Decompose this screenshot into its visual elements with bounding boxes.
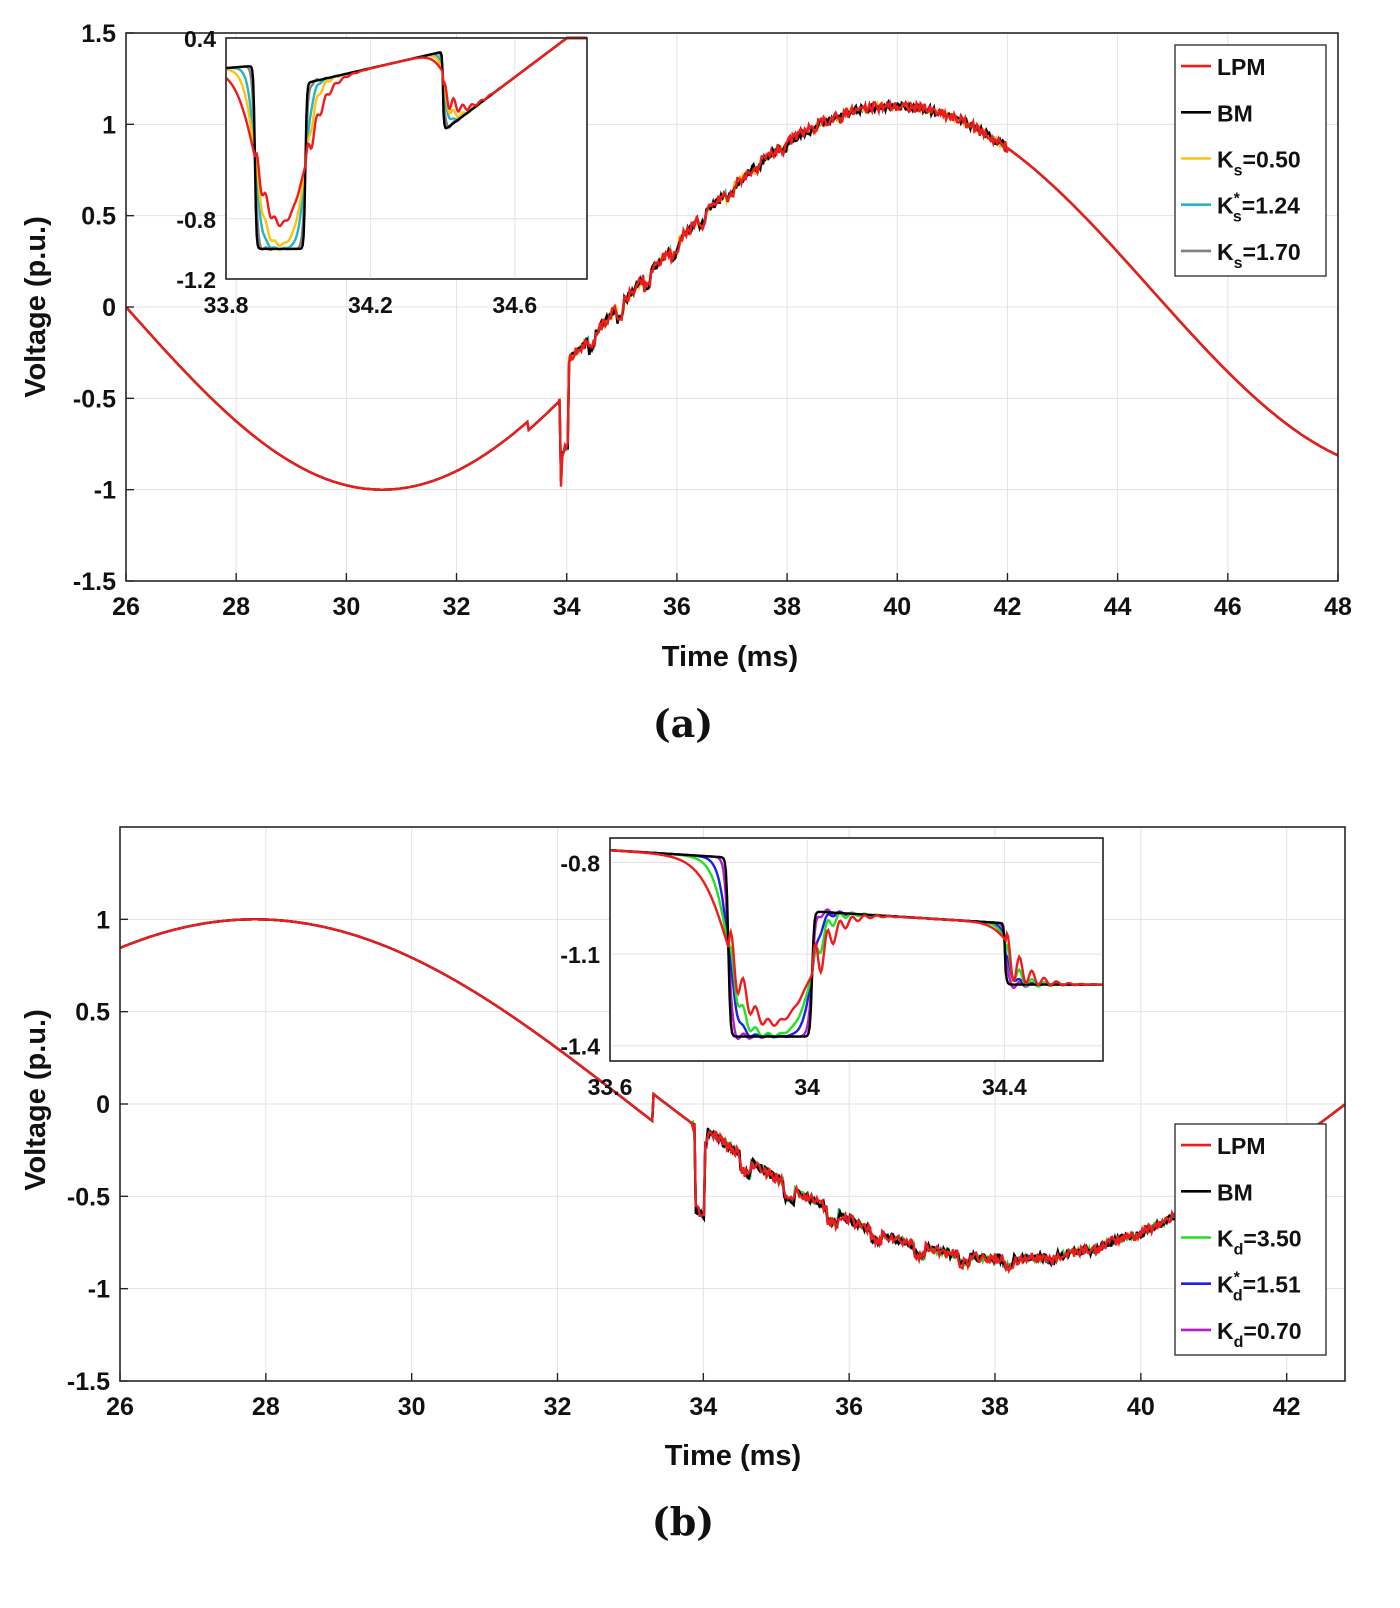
inset-plot: 33.6 34 34.4 -1.4 -1.1 -0.8 xyxy=(560,837,1104,1100)
inset-x-tick-label: 34 xyxy=(794,1074,820,1100)
inset-y-tick-label: 0.4 xyxy=(184,26,216,52)
x-tick-label: 46 xyxy=(1214,593,1242,621)
x-tick-label: 42 xyxy=(1273,1393,1301,1421)
y-axis-label: Voltage (p.u.) xyxy=(20,1009,52,1191)
x-tick-label: 32 xyxy=(544,1393,572,1421)
inset-y-tick-label: -0.8 xyxy=(176,207,216,233)
y-tick-label: 1.5 xyxy=(81,20,116,48)
x-tick-label: 38 xyxy=(773,593,801,621)
legend-box xyxy=(1174,1123,1327,1356)
legend-label-Kd=3.50: Kd=3.50 xyxy=(1217,1226,1302,1259)
y-tick-label: 0.5 xyxy=(81,203,116,231)
x-tick-label: 34 xyxy=(689,1393,717,1421)
x-tick-label: 28 xyxy=(252,1393,280,1421)
x-tick-label: 30 xyxy=(398,1393,426,1421)
series-line-LPM xyxy=(119,918,1346,1275)
y-tick-label: -1 xyxy=(94,477,116,505)
inset-y-tick-label: -0.8 xyxy=(560,850,600,876)
legend-label-Ks=0.50: Ks=0.50 xyxy=(1217,147,1301,180)
panel-label: (a) xyxy=(653,701,714,746)
x-tick-label: 26 xyxy=(112,593,140,621)
x-tick-label: 28 xyxy=(222,593,250,621)
legend: LPM BM Ks=0.50 K* s=1.24 Ks=1.70 xyxy=(1174,44,1327,277)
inset-y-tick-label: -1.1 xyxy=(560,942,600,968)
inset-y-tick-label: -1.4 xyxy=(560,1034,600,1060)
legend-box xyxy=(1174,44,1327,277)
inset-y-tick-label: -1.2 xyxy=(176,267,216,293)
x-axis-label: Time (ms) xyxy=(662,641,798,673)
legend-label-Kd*=1.51: K* d=1.51 xyxy=(1217,1270,1301,1305)
inset-frame xyxy=(225,37,588,280)
legend-label-Ks*=1.24: K* s=1.24 xyxy=(1217,191,1300,226)
x-tick-label: 34 xyxy=(553,593,581,621)
y-tick-label: 1 xyxy=(96,906,110,934)
legend-label-BM: BM xyxy=(1217,100,1253,126)
inset-x-tick-label: 34.2 xyxy=(348,292,393,318)
x-tick-label: 26 xyxy=(106,1393,134,1421)
series-line-LPM xyxy=(125,98,1339,491)
panel-label: (b) xyxy=(652,1499,715,1544)
inset-x-tick-label: 33.8 xyxy=(204,292,249,318)
x-tick-label: 36 xyxy=(835,1393,863,1421)
inset-plot: 33.8 34.2 34.6 -1.2 -0.8 0.4 xyxy=(176,26,588,318)
inset-series-line-LPM xyxy=(225,36,587,228)
inset-series-line-Kd=3.50 xyxy=(609,849,1104,1038)
legend: LPM BM Kd=3.50 K* d=1.51 Kd=0.70 xyxy=(1174,1123,1327,1356)
x-tick-label: 36 xyxy=(663,593,691,621)
x-tick-label: 40 xyxy=(1127,1393,1155,1421)
x-tick-label: 48 xyxy=(1324,593,1352,621)
legend-label-Ks=1.70: Ks=1.70 xyxy=(1217,239,1301,272)
x-tick-label: 44 xyxy=(1104,593,1132,621)
x-axis-label: Time (ms) xyxy=(665,1440,801,1472)
inset-x-tick-label: 34.4 xyxy=(982,1074,1027,1100)
legend-label-LPM: LPM xyxy=(1217,54,1266,80)
legend-label-Kd=0.70: Kd=0.70 xyxy=(1217,1318,1302,1351)
inset-series-line-BM xyxy=(609,849,1103,1038)
y-tick-label: -1 xyxy=(88,1276,110,1304)
x-tick-label: 42 xyxy=(994,593,1022,621)
inset-area xyxy=(609,837,1104,1062)
legend-label-LPM: LPM xyxy=(1217,1133,1266,1159)
y-tick-label: 0.5 xyxy=(75,999,110,1027)
x-tick-label: 30 xyxy=(332,593,360,621)
inset-series-line-LPM xyxy=(610,849,1104,1027)
y-tick-label: -0.5 xyxy=(73,385,116,413)
y-tick-label: 0 xyxy=(96,1091,110,1119)
y-axis-label: Voltage (p.u.) xyxy=(20,216,52,398)
x-tick-label: 32 xyxy=(443,593,471,621)
y-tick-label: 1 xyxy=(102,111,116,139)
y-tick-label: -1.5 xyxy=(67,1368,110,1396)
panel-a: 26 28 30 32 34 36 38 40 42 44 46 48 -1.5 -1 -0.5 0 0.5 1 1… xyxy=(20,20,1352,746)
inset-frame xyxy=(609,837,1104,1062)
legend-label-BM: BM xyxy=(1217,1179,1253,1205)
y-tick-label: -1.5 xyxy=(73,568,116,596)
x-tick-label: 40 xyxy=(883,593,911,621)
panel-b: 26 28 30 32 34 36 38 40 42 -1.5 -1 -0.5 0 0.5 1 Time (m… xyxy=(20,826,1346,1544)
y-tick-label: 0 xyxy=(102,294,116,322)
inset-x-tick-label: 34.6 xyxy=(492,292,537,318)
inset-area xyxy=(225,37,588,280)
inset-x-tick-label: 33.6 xyxy=(588,1074,633,1100)
x-tick-label: 38 xyxy=(981,1393,1009,1421)
y-tick-label: -0.5 xyxy=(67,1183,110,1211)
